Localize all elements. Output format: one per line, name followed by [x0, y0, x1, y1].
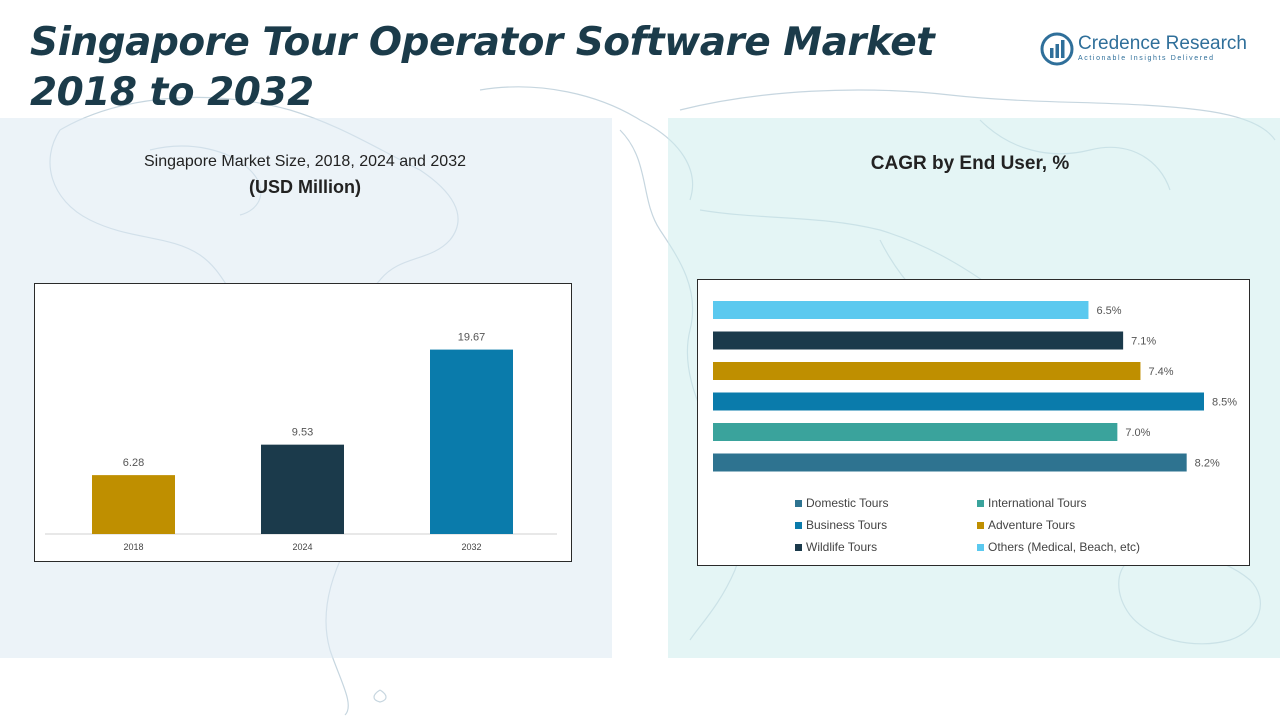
bar-value-label: 19.67	[458, 332, 486, 344]
bar-value-label: 6.28	[123, 457, 144, 469]
right-chart-title: CAGR by End User, %	[870, 153, 1070, 174]
legend-item: Adventure Tours	[977, 517, 1197, 533]
bar-adventure-tours	[713, 362, 1141, 380]
legend-swatch	[977, 499, 984, 507]
x-tick-label: 2018	[123, 542, 143, 552]
cagr-legend: Domestic Tours International Tours Busines…	[795, 495, 1215, 555]
bar-value-label: 7.1%	[1131, 336, 1156, 348]
market-size-chart: 6.28 2018 9.53 2024 19.67 2032	[34, 283, 572, 562]
cagr-chart-svg: 6.5% 7.1% 7.4% 8.5% 7.0% 8.2%	[713, 301, 1237, 472]
bar-wildlife-tours	[713, 331, 1124, 350]
logo-tagline: Actionable Insights Delivered	[1078, 55, 1215, 62]
legend-swatch	[977, 543, 984, 551]
bar-international-tours	[713, 423, 1118, 441]
legend-item: Others (Medical, Beach, etc)	[977, 539, 1197, 555]
legend-label: Others (Medical, Beach, etc)	[988, 540, 1141, 554]
bar-value-label: 7.0%	[1125, 427, 1150, 439]
legend-swatch	[795, 521, 802, 529]
legend-item: International Tours	[977, 495, 1197, 511]
bar-2018	[92, 475, 175, 534]
page-title: Singapore Tour Operator Software Market …	[30, 20, 935, 115]
left-chart-unit: (USD Million)	[249, 177, 361, 197]
bar-domestic-tours	[713, 453, 1187, 472]
legend-label: Domestic Tours	[806, 496, 889, 510]
left-chart-title: Singapore Market Size, 2018, 2024 and 20…	[143, 153, 466, 170]
legend-swatch	[977, 521, 984, 529]
legend-swatch	[795, 499, 802, 507]
x-tick-label: 2024	[292, 542, 312, 552]
bar-chart-logo-icon	[1040, 32, 1074, 66]
bar-value-label: 9.53	[292, 427, 313, 439]
legend-label: Adventure Tours	[988, 518, 1076, 532]
bar-value-label: 8.2%	[1195, 458, 1220, 470]
legend-label: Business Tours	[806, 518, 888, 532]
market-size-chart-svg: 6.28 2018 9.53 2024 19.67 2032	[45, 332, 557, 552]
x-tick-label: 2032	[461, 542, 481, 552]
cagr-chart: 6.5% 7.1% 7.4% 8.5% 7.0% 8.2%	[697, 279, 1250, 566]
bar-value-label: 8.5%	[1212, 397, 1237, 409]
legend-item: Wildlife Tours	[795, 539, 977, 555]
legend-item: Business Tours	[795, 517, 977, 533]
legend-label: Wildlife Tours	[806, 540, 878, 554]
bar-value-label: 6.5%	[1096, 305, 1121, 317]
bar-others-medical-beach-etc	[713, 301, 1089, 319]
legend-item: Domestic Tours	[795, 495, 977, 511]
bar-2024	[261, 444, 344, 534]
legend-swatch	[795, 543, 802, 551]
bar-value-label: 7.4%	[1148, 366, 1173, 378]
credence-research-logo: Credence Research Actionable Insights De…	[1040, 30, 1260, 70]
legend-label: International Tours	[988, 496, 1087, 510]
logo-name: Credence Research	[1078, 33, 1247, 54]
bar-business-tours	[713, 392, 1204, 411]
bar-2032	[430, 349, 513, 534]
